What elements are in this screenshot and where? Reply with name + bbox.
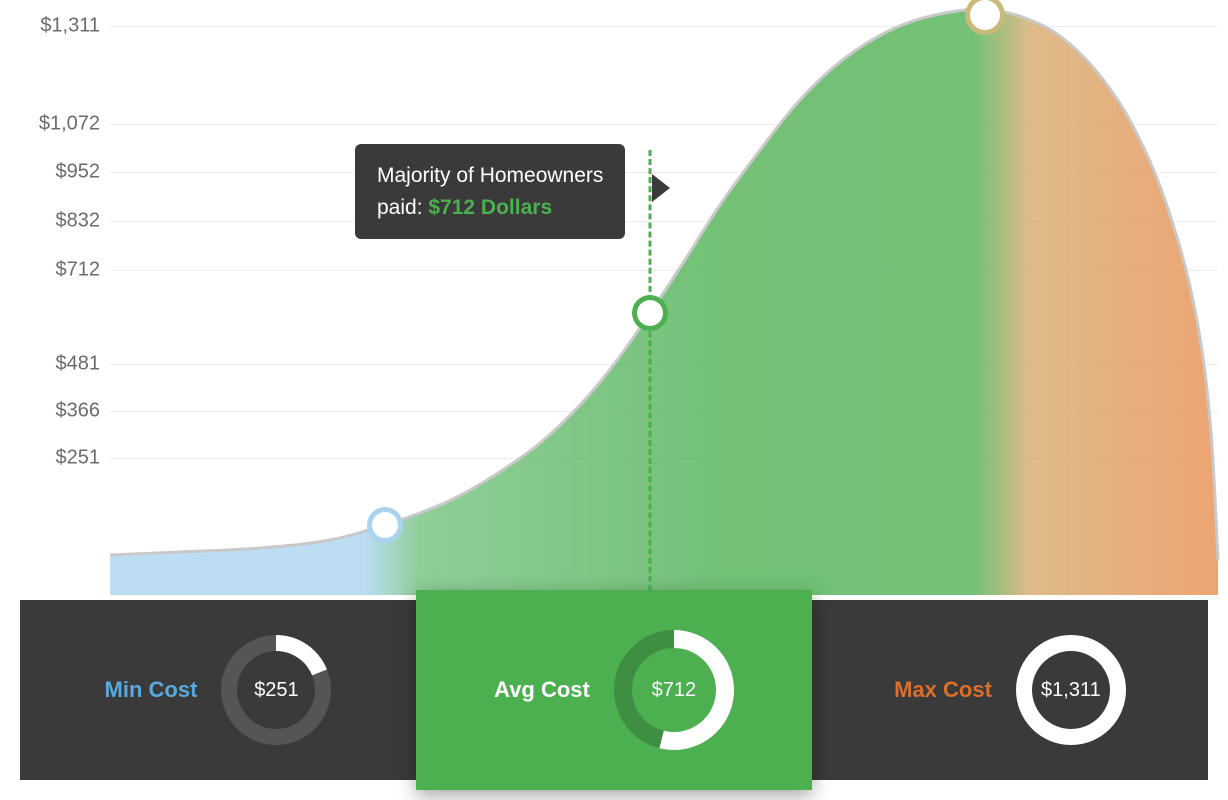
summary-value-max: $1,311 [1016,635,1126,745]
summary-card-min: Min Cost $251 [20,600,416,780]
tooltip: Majority of Homeowners paid: $712 Dollar… [355,144,625,239]
summary-label-avg: Avg Cost [494,677,590,703]
avg-dashed-line [649,150,652,600]
tooltip-arrow [652,174,670,202]
summary-label-max: Max Cost [894,677,992,703]
summary-value-min: $251 [221,635,331,745]
max-marker [970,0,1000,30]
tooltip-line2-prefix: paid: [377,196,428,219]
chart-area: $1,311$1,072$952$832$712$481$366$251 Maj… [0,0,1228,620]
donut-max: $1,311 [1016,635,1126,745]
distribution-curve [0,0,1228,600]
min-marker [372,512,398,538]
cost-chart-widget: $1,311$1,072$952$832$712$481$366$251 Maj… [0,0,1228,800]
summary-value-avg: $712 [614,630,734,750]
summary-card-avg: Avg Cost $712 [416,590,812,790]
tooltip-line2: paid: $712 Dollars [377,192,603,224]
summary-card-max: Max Cost $1,311 [812,600,1208,780]
tooltip-line2-highlight: $712 Dollars [428,196,552,219]
donut-avg: $712 [614,630,734,750]
donut-min: $251 [221,635,331,745]
summary-bar: Min Cost $251 Avg Cost $712 Max Cost $1,311 [20,600,1208,780]
summary-label-min: Min Cost [105,677,198,703]
tooltip-line1: Majority of Homeowners [377,160,603,192]
avg-marker [637,300,663,326]
